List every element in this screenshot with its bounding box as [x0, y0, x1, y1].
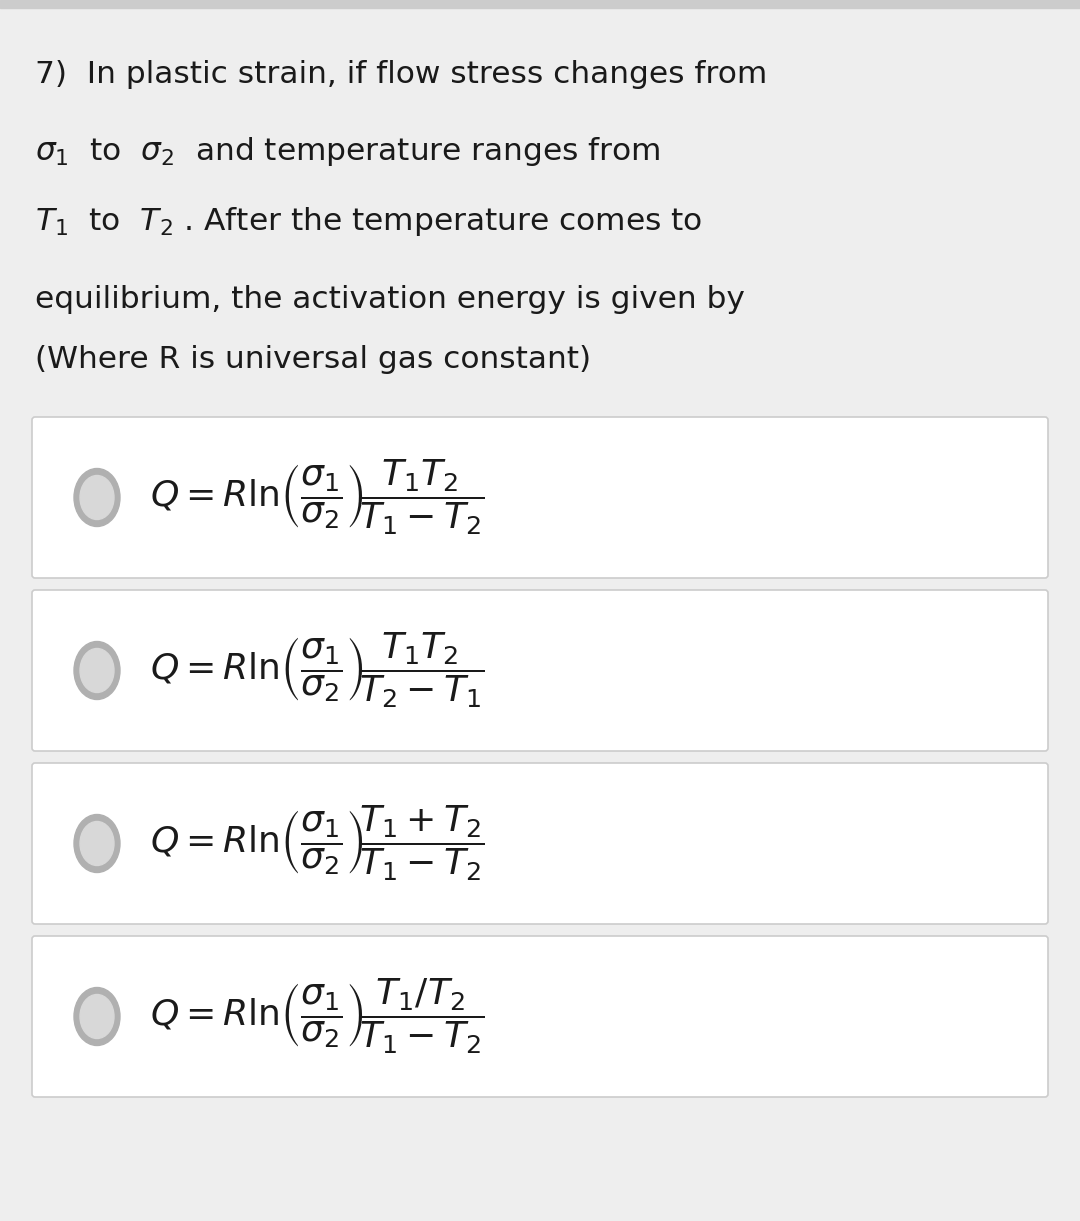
Text: $\sigma_1$  to  $\sigma_2$  and temperature ranges from: $\sigma_1$ to $\sigma_2$ and temperature… — [35, 136, 661, 168]
FancyBboxPatch shape — [32, 590, 1048, 751]
Text: $Q = R\ln\!\left(\dfrac{\sigma_1}{\sigma_2}\right)\!\dfrac{T_1/T_2}{T_1-T_2}$: $Q = R\ln\!\left(\dfrac{\sigma_1}{\sigma… — [150, 977, 484, 1056]
FancyBboxPatch shape — [32, 937, 1048, 1096]
Text: $T_1$  to  $T_2$ . After the temperature comes to: $T_1$ to $T_2$ . After the temperature c… — [35, 205, 702, 238]
Text: $Q = R\ln\!\left(\dfrac{\sigma_1}{\sigma_2}\right)\!\dfrac{T_1+T_2}{T_1-T_2}$: $Q = R\ln\!\left(\dfrac{\sigma_1}{\sigma… — [150, 803, 484, 883]
Text: (Where R is universal gas constant): (Where R is universal gas constant) — [35, 346, 591, 374]
Text: 7)  In plastic strain, if flow stress changes from: 7) In plastic strain, if flow stress cha… — [35, 60, 767, 89]
Ellipse shape — [75, 469, 120, 526]
Ellipse shape — [75, 641, 120, 700]
FancyBboxPatch shape — [32, 418, 1048, 578]
Ellipse shape — [80, 475, 114, 519]
Text: equilibrium, the activation energy is given by: equilibrium, the activation energy is gi… — [35, 284, 745, 314]
Ellipse shape — [80, 994, 114, 1039]
Ellipse shape — [80, 648, 114, 692]
Text: $Q = R\ln\!\left(\dfrac{\sigma_1}{\sigma_2}\right)\!\dfrac{T_1 T_2}{T_1-T_2}$: $Q = R\ln\!\left(\dfrac{\sigma_1}{\sigma… — [150, 458, 484, 537]
Ellipse shape — [75, 814, 120, 873]
Text: $Q = R\ln\!\left(\dfrac{\sigma_1}{\sigma_2}\right)\!\dfrac{T_1 T_2}{T_2-T_1}$: $Q = R\ln\!\left(\dfrac{\sigma_1}{\sigma… — [150, 631, 484, 711]
FancyBboxPatch shape — [32, 763, 1048, 924]
Ellipse shape — [80, 822, 114, 866]
Ellipse shape — [75, 988, 120, 1045]
Bar — [0, 0, 1080, 9]
